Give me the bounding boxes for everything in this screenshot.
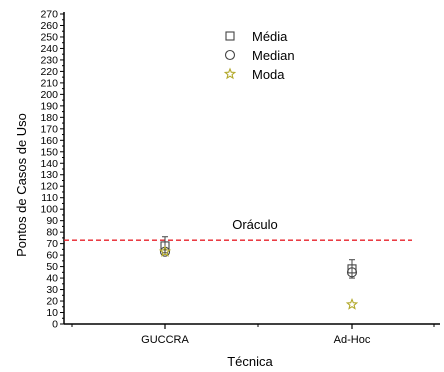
- y-tick-label: 180: [40, 112, 58, 124]
- y-tick-label: 80: [46, 227, 58, 239]
- x-axis-title: Técnica: [227, 354, 273, 369]
- x-tick-label: Ad-Hoc: [334, 334, 371, 346]
- point-square-guccra: [160, 241, 170, 251]
- data-marks: [158, 236, 359, 310]
- y-tick-label: 40: [46, 273, 58, 285]
- y-tick-label: 200: [40, 89, 58, 101]
- point-star-guccra: [158, 245, 172, 257]
- y-tick-label: 120: [40, 181, 58, 193]
- y-tick-label: 130: [40, 169, 58, 181]
- y-tick-label: 270: [40, 9, 58, 21]
- y-tick-label: 60: [46, 250, 58, 262]
- y-tick-label: 240: [40, 43, 58, 55]
- point-circle-ad-hoc: [346, 267, 358, 278]
- x-axis: GUCCRA Ad-Hoc: [64, 323, 440, 346]
- y-tick-label: 20: [46, 296, 58, 308]
- reference-line: Oráculo: [64, 217, 412, 241]
- y-tick-label: 100: [40, 204, 58, 216]
- y-axis: 0102030405060708090100110120130140150160…: [40, 9, 65, 331]
- y-tick-label: 230: [40, 54, 58, 66]
- legend-label: Median: [252, 48, 295, 63]
- y-tick-label: 150: [40, 146, 58, 158]
- legend-label: Moda: [252, 67, 285, 82]
- y-tick-label: 110: [41, 192, 58, 204]
- point-square-ad-hoc: [347, 264, 357, 274]
- point-star-ad-hoc: [345, 298, 359, 310]
- y-tick-label: 190: [40, 100, 58, 112]
- y-tick-label: 250: [40, 31, 58, 43]
- y-tick-label: 220: [40, 66, 58, 78]
- y-tick-label: 10: [46, 307, 58, 319]
- legend-marker-square: [225, 31, 235, 41]
- y-tick-label: 260: [40, 20, 58, 32]
- y-axis-title: Pontos de Casos de Uso: [14, 113, 29, 257]
- y-tick-label: 50: [46, 261, 58, 273]
- y-tick-label: 0: [52, 319, 58, 331]
- oraculo-label: Oráculo: [232, 217, 278, 232]
- legend: Média Median Moda: [223, 29, 295, 82]
- y-tick-label: 210: [40, 77, 58, 89]
- x-tick-label: GUCCRA: [141, 334, 189, 346]
- y-tick-label: 170: [40, 123, 58, 135]
- y-tick-label: 30: [46, 284, 58, 296]
- y-tick-label: 70: [46, 238, 58, 250]
- legend-marker-star: [223, 67, 237, 80]
- legend-marker-circle: [224, 49, 236, 61]
- y-tick-label: 160: [40, 135, 58, 147]
- y-tick-label: 90: [46, 215, 58, 227]
- legend-label: Média: [252, 29, 288, 44]
- y-tick-label: 140: [40, 158, 58, 170]
